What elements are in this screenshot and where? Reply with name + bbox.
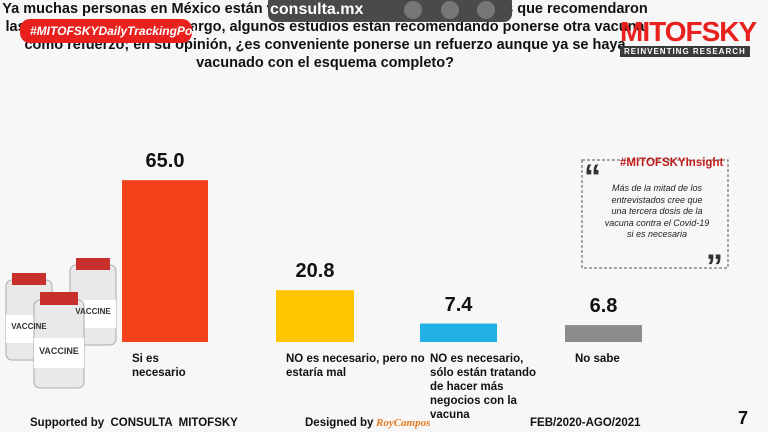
hashtag-badge (20, 19, 192, 43)
brand: MITOFSKY (620, 16, 757, 47)
footer-period: FEB/2020-AGO/2021 (530, 417, 641, 429)
bar (276, 290, 354, 342)
icon[interactable] (477, 1, 495, 19)
insight-box (581, 159, 729, 269)
icon[interactable] (404, 1, 422, 19)
vial-cap (76, 258, 110, 270)
vial-text: VACCINE (75, 307, 111, 316)
tagline-band (620, 46, 750, 57)
value-label: 7.4 (444, 293, 473, 316)
footer-designer: RoyCampos (376, 417, 431, 429)
bar (420, 323, 497, 342)
tagline: REINVENTING RESEARCH (624, 47, 746, 56)
vial-cap (12, 273, 46, 285)
quote: “ (584, 158, 601, 196)
footer-designed: Designed by (305, 417, 374, 429)
vial-text: VACCINE (11, 322, 47, 331)
vials: VACCINE VACCINE VACCINE (5, 258, 117, 389)
bar (122, 180, 208, 342)
vial-label (34, 338, 84, 368)
value-label: 20.8 (295, 260, 335, 283)
vial-text: VACCINE (39, 346, 79, 356)
insight-text: Más de la mitad de los entrevistados cre… (604, 183, 710, 239)
category-label: No sabe (575, 353, 620, 365)
vial-cap (40, 292, 78, 305)
value-label: 65.0 (145, 150, 185, 173)
page-number: 7 (738, 408, 749, 428)
footer-supported: Supported by CONSULTA MITOFSKY (30, 417, 238, 429)
category-label: NO es necesario, pero no estaría mal (286, 353, 425, 379)
quote: ” (706, 248, 723, 286)
hashtag: #MITOFSKYDailyTrackingPoll (30, 24, 199, 38)
value-label: 6.8 (589, 295, 618, 318)
category-label: NO es necesario, sólo están tratando de … (430, 353, 537, 421)
insight-title: #MITOFSKYInsight (620, 157, 724, 169)
bar (565, 325, 642, 342)
category-label: Si es necesario (132, 353, 186, 379)
icon[interactable] (441, 1, 459, 19)
site[interactable]: consulta.mx (270, 1, 364, 18)
